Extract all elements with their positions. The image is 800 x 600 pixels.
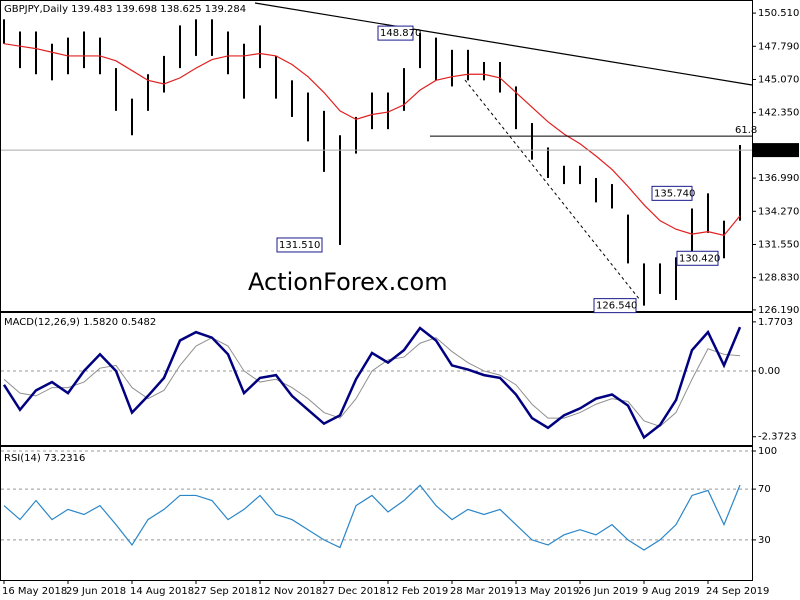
y-tick-label: 0.00 [758, 366, 780, 377]
y-tick-label: 150.510 [758, 8, 799, 19]
x-tick-label: 13 May 2019 [514, 586, 579, 597]
price-annotation-box [377, 25, 414, 41]
x-tick-label: 29 Jun 2018 [66, 586, 126, 597]
last-price-label: 139.284 [758, 145, 799, 156]
rsi-line [3, 484, 741, 551]
price-annotation-box [276, 237, 323, 253]
trend-line [254, 2, 753, 86]
rsi-panel [0, 446, 753, 581]
y-tick-label: 145.070 [758, 74, 799, 85]
y-tick-label: 100 [758, 446, 777, 457]
y-tick-label: 134.270 [758, 206, 799, 217]
y-tick-label: 1.7703 [758, 317, 793, 328]
macd-line [2, 326, 742, 440]
y-tick-label: 128.830 [758, 273, 799, 284]
price-panel [0, 0, 753, 312]
moving-average [3, 43, 741, 236]
x-tick-label: 14 Aug 2018 [130, 586, 194, 597]
y-tick-label: 142.350 [758, 108, 799, 119]
rsi-title: RSI(14) 73.2316 [4, 453, 85, 464]
price-title: GBPJPY,Daily 139.483 139.698 138.625 139… [4, 4, 246, 15]
y-tick-label: 136.990 [758, 173, 799, 184]
y-tick-label: 147.790 [758, 41, 799, 52]
price-annotation: 135.740 [654, 188, 695, 199]
last-price-box [753, 143, 799, 158]
x-tick-label: 26 Jun 2019 [578, 586, 638, 597]
x-tick-label: 28 Mar 2019 [450, 586, 513, 597]
x-tick-label: 24 Sep 2019 [706, 586, 769, 597]
price-annotation: 131.510 [279, 240, 320, 251]
x-tick-label: 27 Sep 2018 [194, 586, 257, 597]
x-tick-label: 12 Feb 2019 [386, 586, 448, 597]
x-tick-label: 27 Dec 2018 [322, 586, 386, 597]
fib-label: 61.8 [735, 125, 757, 136]
x-tick-label: 9 Aug 2019 [642, 586, 700, 597]
watermark: ActionForex.com [248, 268, 448, 296]
y-tick-label: 131.550 [758, 239, 799, 250]
y-tick-label: -2.3723 [758, 432, 797, 443]
channel-line [464, 79, 641, 301]
x-tick-label: 16 May 2018 [2, 586, 67, 597]
price-annotation-box [676, 250, 719, 266]
x-tick-label: 12 Nov 2018 [258, 586, 322, 597]
price-annotation: 130.420 [679, 253, 720, 264]
y-tick-label: 30 [758, 535, 771, 546]
price-annotation: 126.540 [596, 301, 637, 312]
y-tick-label: 126.190 [758, 305, 799, 316]
y-tick-label: 70 [758, 484, 771, 495]
price-annotation-box [651, 185, 693, 201]
price-annotation: 148.870 [380, 28, 421, 39]
macd-panel [0, 312, 753, 446]
macd-title: MACD(12,26,9) 1.5820 0.5482 [4, 317, 156, 328]
price-annotation-box [593, 298, 637, 314]
